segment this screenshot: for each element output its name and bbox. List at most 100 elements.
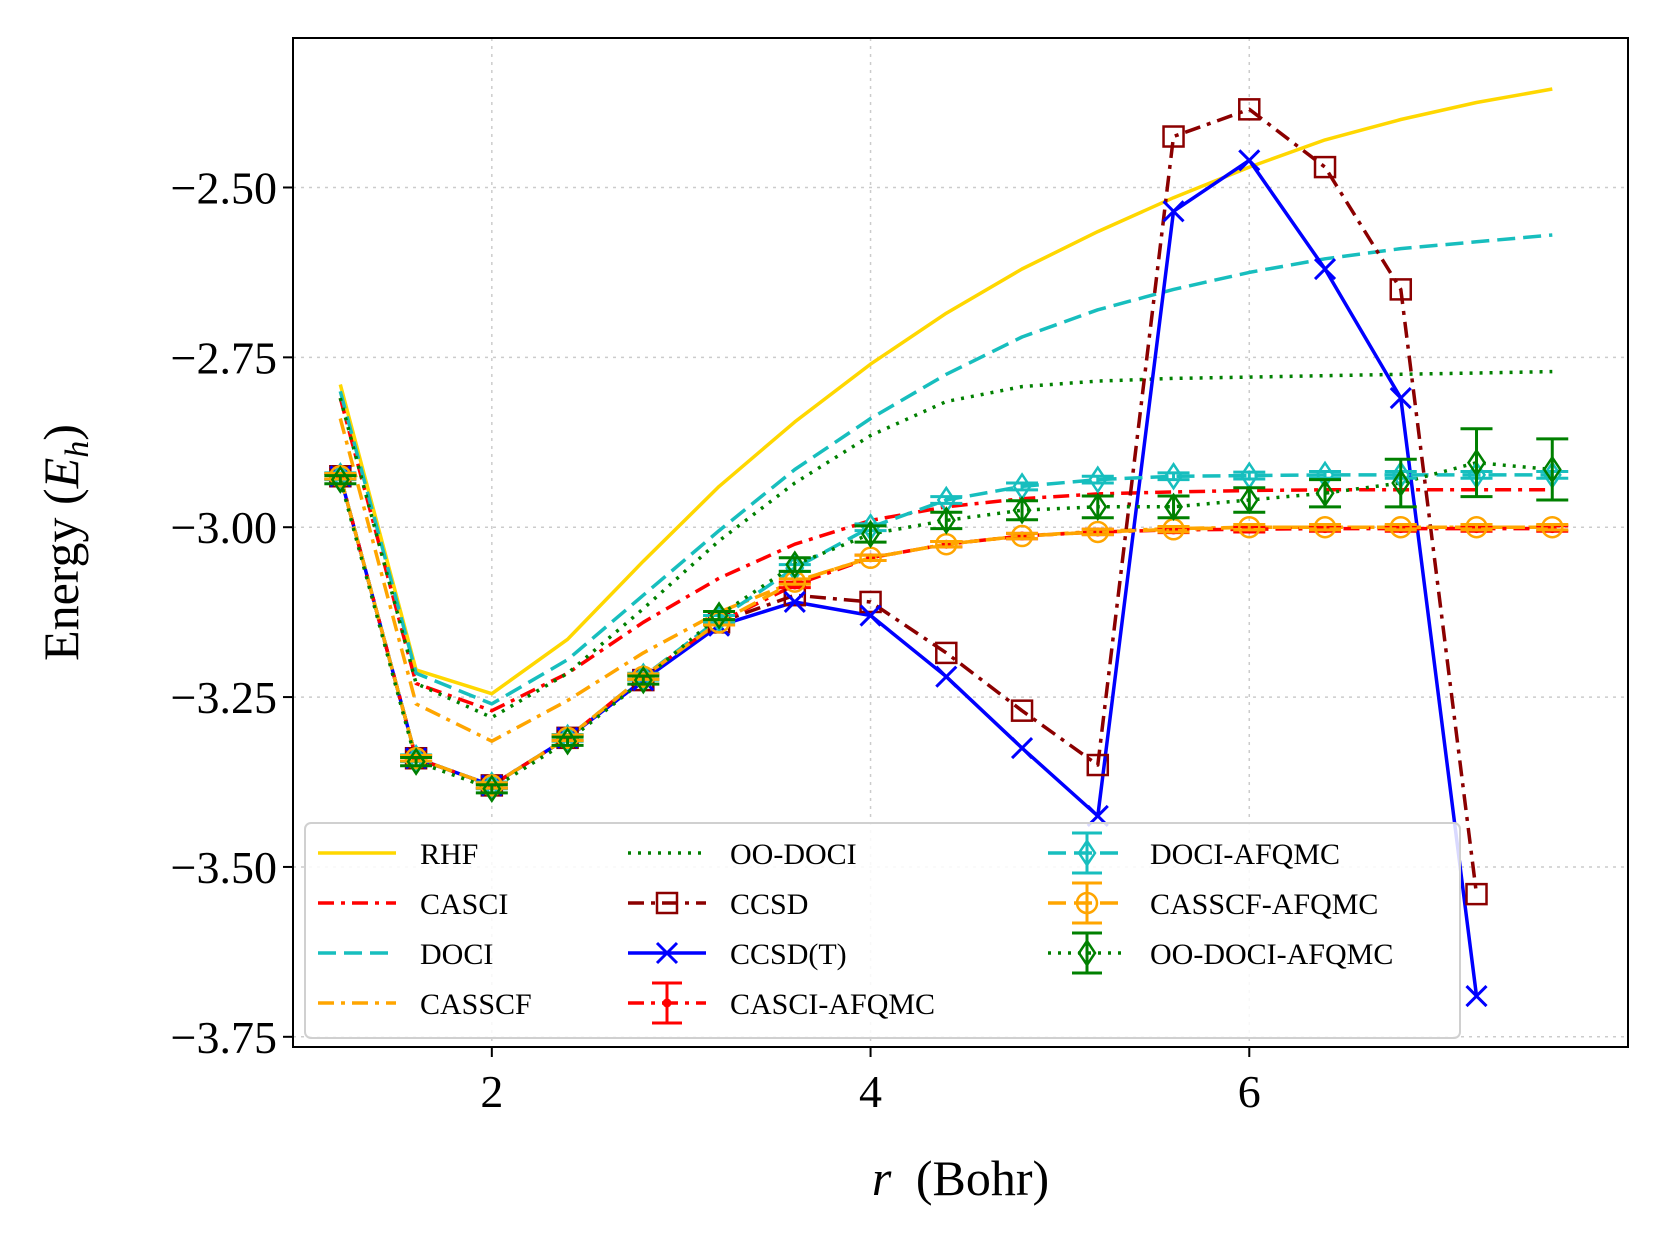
marker-square: [935, 641, 958, 665]
marker-diamond: [1088, 492, 1108, 522]
legend-entry-oo-doci: OO-DOCI: [628, 838, 857, 871]
marker-diamond: [936, 506, 956, 535]
y-tick-label: −3.00: [171, 502, 277, 553]
legend-label: OO-DOCI: [730, 838, 857, 871]
marker-diamond: [558, 726, 578, 756]
series-markers-oo-doci-afqmc: [324, 427, 1569, 804]
marker-square: [1465, 882, 1488, 906]
legend-entry-ccsd: CCSD: [628, 888, 808, 921]
legend-label: DOCI-AFQMC: [1150, 838, 1340, 871]
marker-diamond: [1542, 455, 1562, 484]
marker-x: [1238, 149, 1261, 172]
marker-dot: [662, 998, 672, 1008]
y-axis-close: ): [33, 424, 89, 441]
y-axis-label: Energy (Eh): [33, 424, 96, 661]
x-axis-variable: r: [872, 1150, 892, 1206]
marker-square: [859, 590, 882, 614]
legend-label: RHF: [420, 838, 478, 871]
marker-x: [1313, 257, 1337, 281]
marker-x: [935, 665, 958, 688]
series-line-casci: [338, 397, 1553, 713]
marker-circle: [1086, 520, 1110, 544]
marker-diamond: [406, 747, 426, 776]
marker-circle: [1465, 515, 1488, 539]
legend-box: [304, 822, 1461, 1039]
y-axis-text: Energy (: [33, 488, 89, 661]
marker-x: [1162, 200, 1185, 223]
x-tick-label: 4: [859, 1066, 882, 1117]
marker-square: [1010, 699, 1034, 722]
x-axis-label: r (Bohr): [872, 1150, 1049, 1206]
y-axis-variable: E: [33, 458, 89, 490]
legend-entry-casscf: CASSCF: [318, 988, 532, 1021]
legend-entry-casci: CASCI: [318, 888, 508, 921]
legend-label: CCSD(T): [730, 938, 847, 971]
marker-circle: [1075, 891, 1099, 915]
legend-entry-doci: DOCI: [318, 938, 493, 971]
x-tick-label: 6: [1238, 1066, 1261, 1117]
marker-square: [1313, 155, 1337, 179]
marker-square: [1389, 278, 1413, 301]
marker-square: [1238, 98, 1261, 121]
marker-x: [655, 941, 679, 965]
legend-entry-ccsd-t: CCSD(T): [628, 938, 847, 971]
marker-square: [1086, 753, 1110, 777]
marker-x: [1389, 387, 1412, 410]
y-tick-label: −3.25: [171, 672, 277, 723]
marker-diamond: [1077, 938, 1097, 968]
marker-diamond: [1077, 838, 1097, 868]
series-line-oo-doci: [338, 369, 1553, 720]
series-markers-casscf-afqmc: [324, 465, 1569, 797]
legend-label: CASCI: [420, 888, 508, 921]
legend-label: DOCI: [420, 938, 493, 971]
x-axis-unit: (Bohr): [916, 1150, 1049, 1206]
legend-label: CASSCF-AFQMC: [1150, 888, 1378, 921]
marker-x: [783, 590, 806, 614]
y-tick-label: −2.75: [171, 332, 277, 383]
series-line-doci: [338, 233, 1553, 706]
marker-diamond: [785, 550, 805, 579]
axis-ticks: 2 4 6 −2.50 −2.75 −3.00 −3.25 −3.50 −3.75: [171, 162, 1261, 1117]
series-line-casscf: [338, 418, 1553, 743]
legend-entry-casscf-afqmc: CASSCF-AFQMC: [1048, 881, 1378, 925]
marker-diamond: [1239, 485, 1259, 515]
legend-label: CASSCF: [420, 988, 532, 1021]
y-tick-label: −2.50: [171, 162, 277, 213]
marker-diamond: [482, 774, 502, 804]
marker-diamond: [330, 465, 350, 494]
marker-circle: [1313, 515, 1337, 539]
series-line-rhf: [338, 87, 1553, 696]
legend: RHF CASCI DOCI CASSCF OO-DOCI CCSD CCSD(T) CASC…: [304, 822, 1461, 1039]
legend-entry-doci-afqmc: DOCI-AFQMC: [1048, 831, 1340, 875]
series-line-oo-doci-afqmc: [338, 460, 1553, 791]
legend-label: CASCI-AFQMC: [730, 988, 935, 1021]
marker-diamond: [1088, 465, 1108, 494]
marker-diamond: [1315, 478, 1335, 508]
marker-diamond: [633, 665, 653, 695]
marker-square: [1162, 125, 1185, 148]
series-line-ccsd: [338, 107, 1479, 895]
legend-entry-casci-afqmc: CASCI-AFQMC: [628, 981, 935, 1025]
series-markers: [324, 98, 1569, 1008]
marker-x: [1465, 984, 1488, 1008]
marker-diamond: [1164, 461, 1184, 491]
y-tick-label: −3.50: [171, 842, 277, 893]
marker-square: [655, 891, 679, 915]
marker-diamond: [1012, 495, 1032, 525]
marker-diamond: [1467, 448, 1487, 477]
marker-diamond: [861, 519, 881, 549]
marker-x: [1010, 736, 1034, 760]
marker-circle: [1010, 524, 1034, 548]
marker-circle: [1541, 515, 1564, 539]
legend-label: OO-DOCI-AFQMC: [1150, 938, 1393, 971]
marker-diamond: [709, 601, 729, 630]
legend-label: CCSD: [730, 888, 808, 921]
marker-diamond: [1391, 468, 1411, 498]
legend-entry-oo-doci-afqmc: OO-DOCI-AFQMC: [1048, 931, 1393, 975]
legend-entry-rhf: RHF: [318, 838, 478, 871]
plot-frame: [292, 37, 1629, 1048]
y-tick-label: −3.75: [171, 1012, 277, 1063]
marker-circle: [1238, 515, 1261, 539]
